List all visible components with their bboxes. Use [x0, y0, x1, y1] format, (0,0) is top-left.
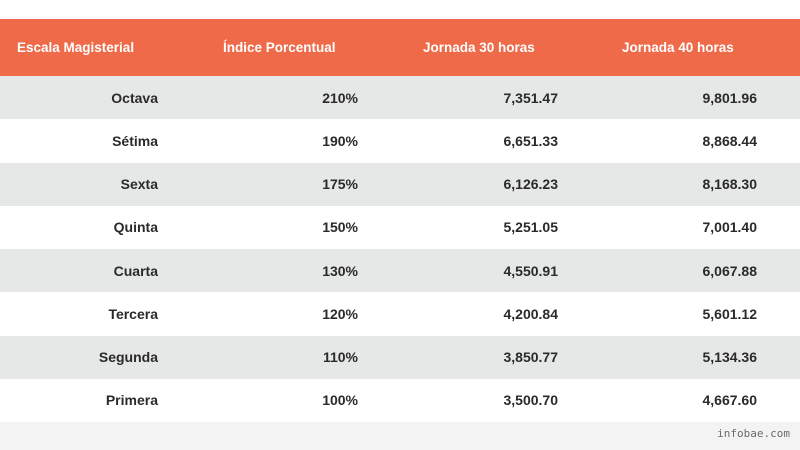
- cell-jornada-30: 6,126.23: [503, 176, 559, 193]
- cell-jornada-40: 8,168.30: [702, 176, 758, 193]
- cell-indice: 210%: [322, 89, 358, 106]
- table-header: Escala Magisterial Índice Porcentual Jor…: [0, 19, 800, 76]
- cell-jornada-30: 4,200.84: [503, 305, 559, 322]
- cell-escala: Segunda: [98, 349, 158, 366]
- cell-jornada-40: 9,801.96: [702, 89, 758, 106]
- cell-escala: Sétima: [112, 132, 158, 149]
- cell-indice: 175%: [322, 176, 358, 193]
- cell-jornada-30: 3,500.70: [503, 392, 559, 409]
- cell-escala: Tercera: [108, 305, 158, 322]
- cell-jornada-30: 4,550.91: [503, 262, 559, 279]
- cell-jornada-40: 5,601.12: [702, 305, 758, 322]
- cell-jornada-30: 3,850.77: [503, 349, 559, 366]
- table-row: Tercera 120% 4,200.84 5,601.12: [0, 292, 800, 336]
- cell-jornada-40: 5,134.36: [702, 349, 758, 366]
- cell-indice: 110%: [322, 349, 358, 366]
- cell-indice: 190%: [322, 132, 358, 149]
- cell-escala: Quinta: [113, 219, 158, 236]
- cell-indice: 130%: [322, 262, 358, 279]
- cell-indice: 150%: [322, 219, 358, 236]
- table-body: Octava 210% 7,351.47 9,801.96 Sétima 190% 6,65…: [0, 76, 800, 422]
- table-row: Segunda 110% 3,850.77 5,134.36: [0, 335, 800, 379]
- salary-table: Escala Magisterial Índice Porcentual Jor…: [0, 19, 800, 422]
- cell-escala: Octava: [111, 89, 158, 106]
- cell-jornada-40: 7,001.40: [702, 219, 758, 236]
- cell-jornada-30: 7,351.47: [503, 89, 559, 106]
- header-jornada-30-horas: Jornada 30 horas: [423, 40, 535, 55]
- cell-escala: Sexta: [120, 176, 158, 193]
- header-jornada-40-horas: Jornada 40 horas: [622, 40, 734, 55]
- cell-jornada-40: 6,067.88: [702, 262, 758, 279]
- cell-escala: Cuarta: [113, 262, 158, 279]
- cell-jornada-40: 8,868.44: [702, 132, 758, 149]
- cell-indice: 120%: [322, 305, 358, 322]
- cell-jornada-30: 6,651.33: [503, 132, 559, 149]
- cell-jornada-40: 4,667.60: [702, 392, 758, 409]
- table-row: Primera 100% 3,500.70 4,667.60: [0, 378, 800, 422]
- top-strip: [0, 0, 800, 19]
- source-credit: infobae.com: [717, 427, 790, 440]
- cell-indice: 100%: [322, 392, 358, 409]
- table-row: Quinta 150% 5,251.05 7,001.40: [0, 205, 800, 249]
- table-row: Octava 210% 7,351.47 9,801.96: [0, 76, 800, 120]
- table-row: Cuarta 130% 4,550.91 6,067.88: [0, 249, 800, 293]
- cell-escala: Primera: [105, 392, 158, 409]
- header-escala-magisterial: Escala Magisterial: [17, 40, 135, 55]
- header-indice-porcentual: Índice Porcentual: [223, 40, 336, 55]
- table-row: Sexta 175% 6,126.23 8,168.30: [0, 162, 800, 206]
- table-row: Sétima 190% 6,651.33 8,868.44: [0, 119, 800, 163]
- cell-jornada-30: 5,251.05: [503, 219, 559, 236]
